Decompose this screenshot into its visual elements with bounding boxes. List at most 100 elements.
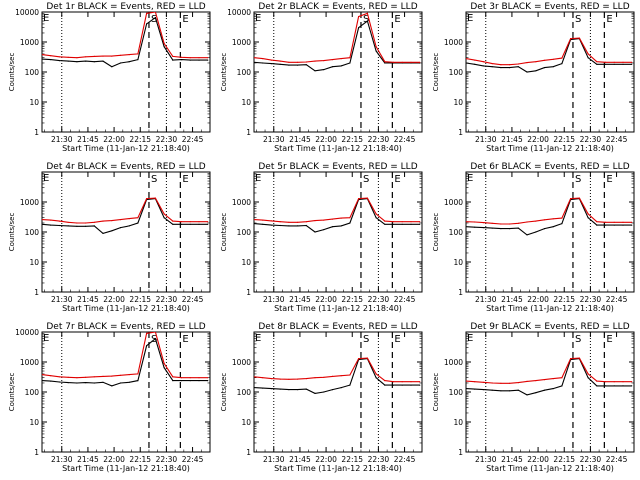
y-axis-label: Counts/sec xyxy=(220,53,228,92)
x-tick-label: 22:15 xyxy=(341,295,363,304)
y-axis-label: Counts/sec xyxy=(432,213,440,252)
panel-det-6r: Det 6r BLACK = Events, RED = LLD 1 10 100 10… xyxy=(432,162,635,313)
data-point-lld xyxy=(146,332,148,334)
series-line-events xyxy=(466,38,632,73)
data-point-lld xyxy=(180,221,183,223)
data-point-lld xyxy=(198,377,200,379)
y-tick-label: 10 xyxy=(29,98,39,107)
data-point-lld xyxy=(323,219,325,221)
data-point-lld xyxy=(466,58,467,60)
data-point-events xyxy=(561,223,563,225)
data-point-events xyxy=(401,384,403,386)
data-point-lld xyxy=(163,213,165,215)
data-point-events xyxy=(349,62,351,64)
data-point-lld xyxy=(596,380,598,382)
y-tick-label: 1 xyxy=(458,128,463,137)
data-point-events xyxy=(500,228,502,230)
data-point-events xyxy=(207,380,209,382)
data-point-lld xyxy=(622,381,624,383)
x-axis-label: Start Time (11-Jan-12 21:18:40) xyxy=(62,144,190,153)
data-point-events xyxy=(58,60,61,62)
data-point-lld xyxy=(552,378,554,380)
data-point-lld xyxy=(622,221,624,223)
x-tick-label: 22:15 xyxy=(341,135,363,144)
data-point-lld xyxy=(384,220,386,222)
data-point-lld xyxy=(270,220,272,222)
plot-frame xyxy=(253,11,423,133)
data-point-events xyxy=(392,384,395,386)
x-tick-label: 22:30 xyxy=(156,455,178,464)
data-point-lld xyxy=(517,382,519,384)
data-point-events xyxy=(207,59,209,61)
data-point-events xyxy=(154,338,156,340)
data-point-lld xyxy=(466,221,467,223)
x-tick-label: 21:30 xyxy=(263,295,285,304)
data-point-events xyxy=(613,63,615,65)
data-point-lld xyxy=(419,61,421,63)
data-point-lld xyxy=(85,376,87,378)
panel-title: Det 5r BLACK = Events, RED = LLD xyxy=(258,162,417,172)
x-tick-label: 22:00 xyxy=(315,455,337,464)
marker-e: E xyxy=(394,174,400,185)
data-point-events xyxy=(349,222,351,224)
data-point-events xyxy=(128,225,130,227)
data-point-lld xyxy=(67,221,69,223)
data-point-lld xyxy=(42,219,43,221)
panel-title: Det 8r BLACK = Events, RED = LLD xyxy=(258,322,417,332)
data-point-lld xyxy=(154,197,156,199)
data-point-events xyxy=(552,226,554,228)
data-point-lld xyxy=(172,220,174,222)
y-axis-label: Counts/sec xyxy=(432,373,440,412)
data-point-lld xyxy=(349,374,351,376)
panel-det-2r: Det 2r BLACK = Events, RED = LLD 1 10 100 10… xyxy=(220,2,423,153)
marker-s: S xyxy=(151,14,157,25)
data-point-events xyxy=(198,380,200,382)
corner-marker: E xyxy=(255,333,261,344)
data-point-events xyxy=(67,60,69,62)
x-axis-label: Start Time (11-Jan-12 21:18:40) xyxy=(274,464,402,473)
data-point-events xyxy=(305,64,307,66)
data-point-lld xyxy=(375,46,377,48)
data-point-events xyxy=(146,23,148,25)
data-point-events xyxy=(474,63,476,65)
plot-frame xyxy=(253,171,423,293)
data-point-events xyxy=(613,224,615,226)
series-line-events xyxy=(254,198,420,233)
data-point-events xyxy=(392,223,395,225)
series-line-events xyxy=(254,20,420,72)
data-point-lld xyxy=(587,213,589,215)
data-point-lld xyxy=(526,62,528,64)
y-tick-label: 10000 xyxy=(227,8,251,17)
x-axis-label: Start Time (11-Jan-12 21:18:40) xyxy=(62,304,190,313)
data-point-lld xyxy=(119,374,122,376)
data-point-events xyxy=(526,71,528,73)
data-point-events xyxy=(331,226,334,228)
data-point-lld xyxy=(491,222,493,224)
data-point-lld xyxy=(613,221,615,223)
data-point-lld xyxy=(189,57,191,59)
data-point-events xyxy=(482,227,484,229)
y-tick-label: 10 xyxy=(453,258,463,267)
x-tick-label: 22:45 xyxy=(606,135,628,144)
data-point-events xyxy=(254,387,255,389)
marker-s: S xyxy=(575,174,581,185)
x-tick-label: 21:45 xyxy=(289,135,311,144)
data-point-events xyxy=(466,388,467,390)
data-point-events xyxy=(375,217,377,219)
data-point-lld xyxy=(366,197,368,199)
data-point-events xyxy=(85,382,87,384)
data-point-events xyxy=(297,389,299,391)
data-point-lld xyxy=(410,221,412,223)
y-tick-label: 100 xyxy=(25,228,40,237)
data-point-lld xyxy=(279,221,281,223)
data-point-events xyxy=(340,387,342,389)
data-point-lld xyxy=(561,217,563,219)
y-tick-label: 1000 xyxy=(444,358,463,367)
data-point-lld xyxy=(154,12,156,13)
plot-frame xyxy=(41,331,211,453)
data-point-lld xyxy=(500,223,502,225)
y-tick-label: 1000 xyxy=(20,38,39,47)
x-tick-label: 22:15 xyxy=(553,135,575,144)
data-point-lld xyxy=(50,55,52,57)
marker-e: E xyxy=(606,334,612,345)
